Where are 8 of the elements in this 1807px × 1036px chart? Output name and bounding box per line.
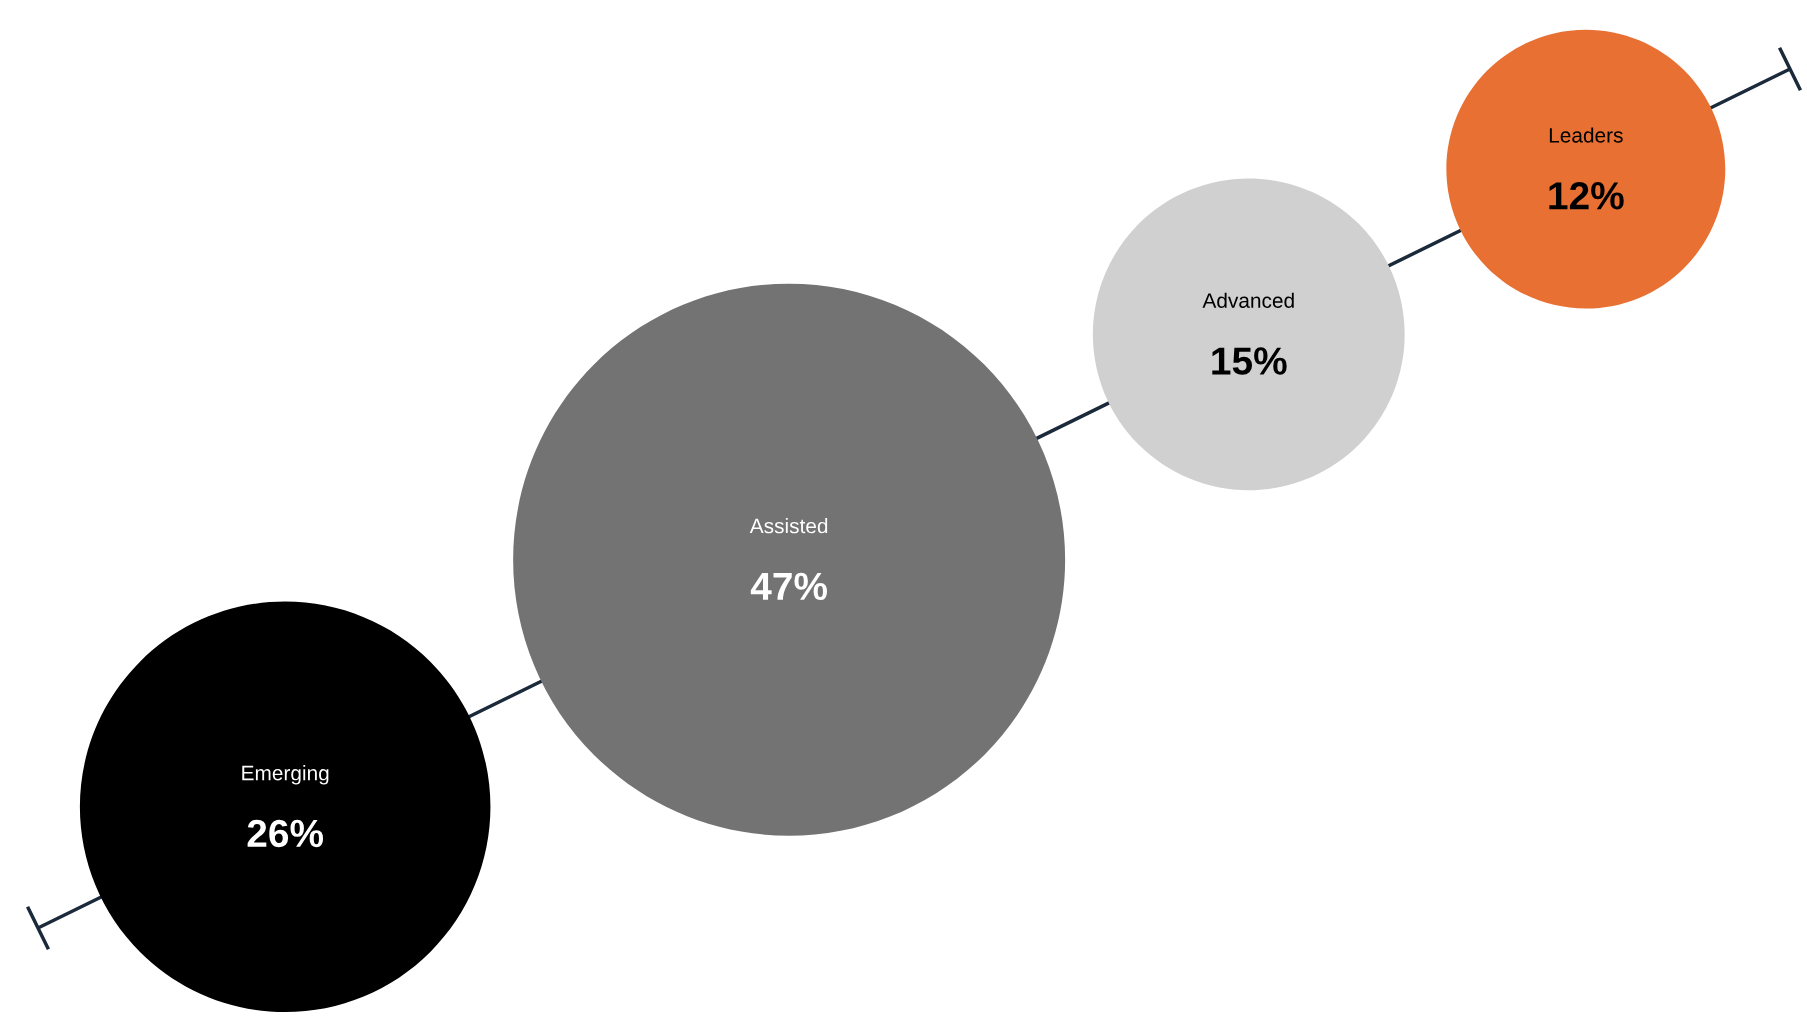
category-label: Emerging [242,765,329,785]
category-label: Advanced [1202,292,1294,308]
data-label: 12% [1549,182,1624,210]
data-label: 26% [247,819,324,848]
category-label: Assisted [749,518,828,534]
category-label: Leaders [1549,127,1623,143]
data-label: 47% [750,572,828,601]
data-label: 15% [1212,347,1287,375]
